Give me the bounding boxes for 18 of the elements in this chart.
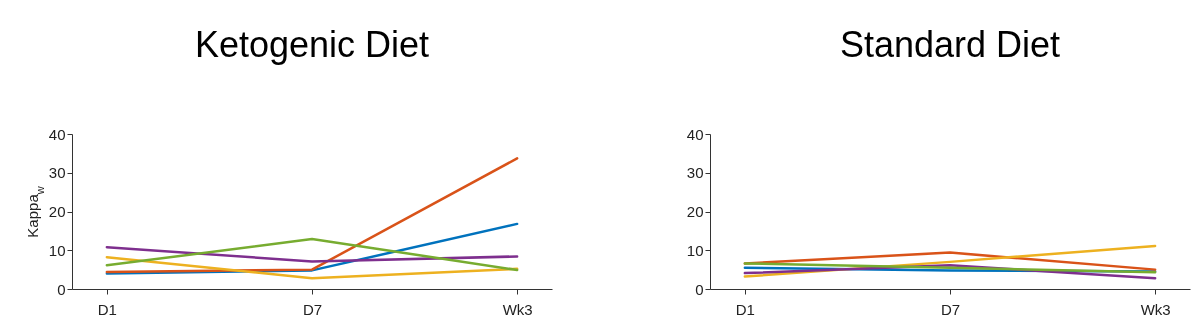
x-tick-label: Wk3: [1140, 300, 1171, 318]
x-tick-label: Wk3: [502, 300, 533, 318]
x-tick-label: D7: [302, 300, 323, 318]
y-tick-label: 40: [48, 125, 66, 143]
y-tick-label: 10: [48, 241, 66, 259]
y-tick-label: 40: [686, 125, 704, 143]
x-tick-label: D1: [97, 300, 117, 318]
y-tick-label: 0: [57, 280, 66, 298]
y-tick-label: 20: [48, 203, 66, 220]
y-tick-label: 30: [48, 164, 66, 182]
chart-title: Ketogenic Diet: [194, 24, 430, 65]
chart-title: Standard Diet: [839, 24, 1061, 65]
y-tick-label: 20: [686, 203, 704, 220]
y-tick-label: 10: [686, 241, 704, 259]
x-tick-label: D7: [940, 300, 961, 318]
y-tick-label: 0: [695, 280, 704, 298]
y-tick-label: 30: [686, 164, 704, 182]
x-tick-label: D1: [735, 300, 755, 318]
